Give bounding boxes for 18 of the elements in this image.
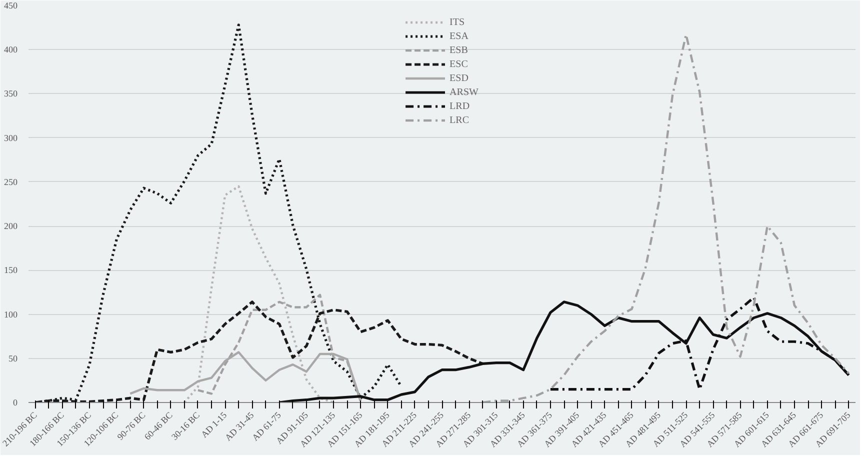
y-tick-label: 400 [4, 44, 18, 55]
legend-label: ESB [450, 44, 469, 57]
legend-label: ESC [450, 58, 469, 71]
legend-label: ITS [450, 16, 466, 29]
y-tick-label: 50 [8, 353, 18, 364]
legend-label: ESA [450, 30, 470, 43]
y-tick-label: 100 [4, 309, 18, 320]
y-tick-label: 200 [4, 221, 18, 232]
legend-label: ESD [450, 72, 470, 85]
y-tick-label: 250 [4, 176, 18, 187]
y-tick-label: 300 [4, 132, 18, 143]
y-tick-label: 450 [4, 0, 18, 10]
y-tick-label: 150 [4, 265, 18, 276]
legend-label: LRC [450, 114, 470, 127]
y-tick-label: 350 [4, 88, 18, 99]
legend-label: ARSW [450, 86, 478, 99]
y-tick-label: 0 [13, 398, 18, 408]
legend-label: LRD [450, 100, 470, 113]
